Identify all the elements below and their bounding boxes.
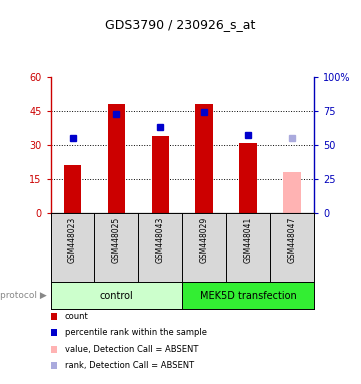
Bar — [108, 104, 125, 213]
Text: GSM448025: GSM448025 — [112, 217, 121, 263]
Text: GSM448029: GSM448029 — [200, 217, 209, 263]
Text: GDS3790 / 230926_s_at: GDS3790 / 230926_s_at — [105, 18, 256, 31]
Text: GSM448047: GSM448047 — [288, 217, 297, 263]
Text: MEK5D transfection: MEK5D transfection — [200, 291, 297, 301]
Bar — [152, 136, 169, 213]
Bar — [64, 166, 81, 213]
Text: value, Detection Call = ABSENT: value, Detection Call = ABSENT — [65, 344, 198, 354]
Bar — [283, 172, 301, 213]
Text: GSM448023: GSM448023 — [68, 217, 77, 263]
Text: percentile rank within the sample: percentile rank within the sample — [65, 328, 206, 338]
Bar — [239, 143, 257, 213]
Text: GSM448043: GSM448043 — [156, 217, 165, 263]
Text: protocol ▶: protocol ▶ — [0, 291, 47, 300]
Text: GSM448041: GSM448041 — [244, 217, 253, 263]
Text: control: control — [100, 291, 133, 301]
Text: count: count — [65, 312, 88, 321]
Bar — [195, 104, 213, 213]
Text: rank, Detection Call = ABSENT: rank, Detection Call = ABSENT — [65, 361, 194, 370]
